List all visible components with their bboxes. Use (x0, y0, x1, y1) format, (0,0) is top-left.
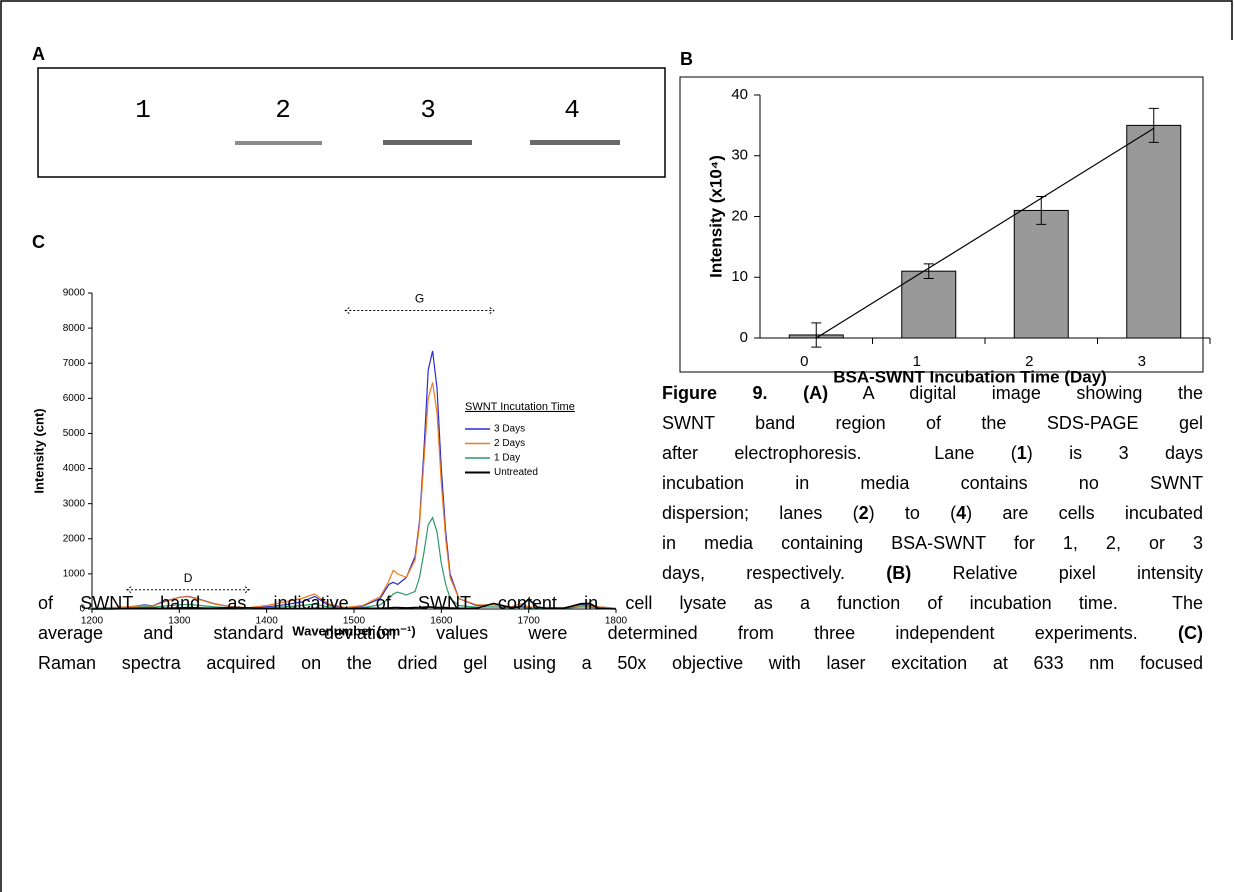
caption-text: ) to ( (868, 503, 957, 523)
caption-text: 1 (1016, 443, 1027, 463)
bar (1013, 209, 1069, 339)
caption-text: Figure 9. (662, 383, 768, 403)
caption-text: days, respectively. (662, 563, 887, 583)
lane-label: 1 (135, 95, 151, 125)
x-tick-label: 2 (1025, 353, 1033, 370)
caption-line: in media containing BSA-SWNT for 1, 2, o… (662, 528, 1203, 558)
y-tick-label: 7000 (63, 358, 86, 369)
caption-line: incubation in media contains no SWNT (662, 468, 1203, 498)
legend-label: 3 Days (494, 424, 525, 435)
legend-label: 1 Day (494, 453, 520, 464)
caption-text: ) are cells incubated (966, 503, 1203, 523)
legend-label: 2 Days (494, 438, 525, 449)
caption-text: incubation in media contains no SWNT (662, 473, 1203, 493)
error-bar (1148, 107, 1159, 143)
legend-title: SWNT Incutation Time (465, 401, 575, 413)
caption-text: after electrophoresis. Lane ( (662, 443, 1017, 463)
caption-text: Raman spectra acquired on the dried gel … (38, 653, 1203, 673)
x-tick-label: 1800 (605, 616, 628, 627)
caption-line: days, respectively. (B) Relative pixel i… (662, 558, 1203, 588)
y-tick-label: 0 (79, 604, 85, 615)
series-line (91, 382, 617, 609)
x-axis-title: BSA-SWNT Incubation Time (Day) (833, 367, 1107, 386)
caption-text: 4 (956, 503, 967, 523)
series-line (91, 516, 617, 610)
caption-line: dispersion; lanes (2) to (4) are cells i… (662, 498, 1203, 528)
annotation-arrow (126, 586, 251, 594)
x-tick-label: 0 (800, 353, 808, 370)
x-tick-label: 3 (1138, 353, 1146, 370)
panel-label: A (32, 44, 45, 64)
caption-text: average and standard deviation values we… (38, 623, 1178, 643)
trend-line (815, 127, 1155, 339)
y-tick-label: 30 (731, 147, 748, 164)
gel-band (383, 140, 472, 145)
bar (901, 270, 957, 339)
lane-label: 4 (564, 95, 580, 125)
caption-text: of SWNT band as indicative of SWNT conte… (38, 593, 1203, 613)
caption-line: Raman spectra acquired on the dried gel … (38, 648, 1203, 678)
annotation-label: G (415, 292, 424, 306)
y-tick-label: 3000 (63, 498, 86, 509)
caption-line: Figure 9. (A) A digital image showing th… (662, 378, 1203, 408)
caption-line: of SWNT band as indicative of SWNT conte… (38, 588, 1203, 618)
y-tick-label: 1000 (63, 569, 86, 580)
y-tick-label: 9000 (63, 288, 86, 299)
caption-text: 2 (858, 503, 869, 523)
caption-text: ) is 3 days (1026, 443, 1204, 463)
series-line (92, 598, 617, 610)
caption-text: SWNT band region of the SDS-PAGE gel (662, 413, 1203, 433)
error-bar (811, 322, 822, 348)
y-tick-label: 4000 (63, 463, 86, 474)
caption-text: A digital image showing the (828, 383, 1203, 403)
x-tick-label: 1200 (81, 616, 104, 627)
bar (1126, 124, 1182, 339)
y-tick-label: 40 (731, 86, 748, 103)
legend-label: Untreated (494, 467, 538, 478)
y-axis-title: Intensity (cnt) (31, 408, 46, 493)
gel-frame (37, 67, 666, 178)
lane-label: 3 (420, 95, 436, 125)
error-bar (923, 263, 934, 279)
caption-text: (A) (767, 383, 829, 403)
gel-band (530, 140, 620, 145)
y-tick-label: 8000 (63, 323, 86, 334)
y-axis-title: Intensity (x10⁴) (706, 155, 725, 278)
panel-label: B (680, 49, 693, 69)
chart-frame (679, 76, 1204, 373)
gel-band (235, 141, 322, 145)
caption-text: Relative pixel intensity (911, 563, 1203, 583)
panel-label: C (32, 232, 45, 252)
x-tick-label: 1400 (256, 616, 279, 627)
x-axis-title: Wavenumber (cm⁻¹) (292, 623, 415, 638)
y-tick-label: 20 (731, 207, 748, 224)
lane-label: 2 (275, 95, 291, 125)
y-tick-label: 2000 (63, 533, 86, 544)
y-tick-label: 0 (740, 329, 748, 346)
annotation-label: D (184, 571, 193, 585)
x-tick-label: 1600 (430, 616, 453, 627)
x-tick-label: 1 (913, 353, 921, 370)
y-tick-label: 10 (731, 268, 748, 285)
series-line (91, 350, 617, 609)
x-tick-label: 1700 (518, 616, 541, 627)
x-tick-label: 1300 (168, 616, 191, 627)
caption-text: dispersion; lanes ( (662, 503, 859, 523)
caption-text: (B) (886, 563, 912, 583)
y-tick-label: 6000 (63, 393, 86, 404)
y-tick-label: 5000 (63, 428, 86, 439)
caption-line: average and standard deviation values we… (38, 618, 1203, 648)
caption-text: (C) (1178, 623, 1203, 643)
caption-line: after electrophoresis. Lane (1) is 3 day… (662, 438, 1203, 468)
annotation-arrow (344, 307, 495, 314)
caption-line: SWNT band region of the SDS-PAGE gel (662, 408, 1203, 438)
x-tick-label: 1500 (343, 616, 366, 627)
caption-text: in media containing BSA-SWNT for 1, 2, o… (662, 533, 1203, 553)
